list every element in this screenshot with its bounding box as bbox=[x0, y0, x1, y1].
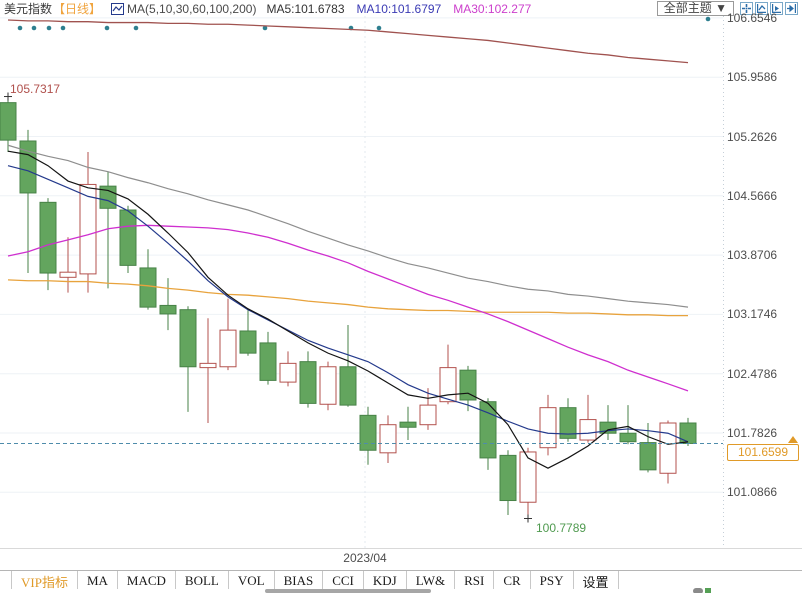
low-price-annotation: 100.7789 bbox=[536, 520, 587, 535]
high-price-annotation: 105.7317 bbox=[10, 81, 61, 96]
scrollbar-green-handle[interactable] bbox=[705, 588, 711, 593]
candlestick-chart-icon bbox=[111, 2, 125, 15]
symbol-title: 美元指数 bbox=[4, 2, 53, 16]
timeframe-label: 【日线】 bbox=[53, 2, 102, 16]
indicator-tab[interactable]: MA bbox=[78, 571, 118, 591]
indicator-tab[interactable]: PSY bbox=[531, 571, 574, 591]
indicator-tab[interactable]: LW& bbox=[407, 571, 456, 591]
crosshair-icon[interactable] bbox=[740, 2, 753, 15]
theme-dropdown-button[interactable]: 全部主题 ▼ bbox=[656, 1, 734, 16]
indicator-tab[interactable]: VIP指标 bbox=[12, 571, 78, 591]
ma5-value: MA5:101.6783 bbox=[266, 1, 345, 16]
ma-settings-label[interactable]: MA(5,10,30,60,100,200) bbox=[127, 1, 257, 16]
indicator-tab[interactable]: BOLL bbox=[176, 571, 229, 591]
play-chart-icon[interactable] bbox=[770, 2, 783, 15]
indicator-tab[interactable]: KDJ bbox=[364, 571, 407, 591]
ma30-value: MA30:102.277 bbox=[453, 1, 532, 16]
indicator-tab[interactable]: BIAS bbox=[275, 571, 324, 591]
indicator-tab[interactable]: VOL bbox=[229, 571, 275, 591]
plot-divider bbox=[0, 548, 802, 549]
last-price-badge: 101.6599 bbox=[727, 444, 799, 462]
horizontal-scrollbar bbox=[0, 588, 802, 593]
x-axis-date-label: 2023/04 bbox=[343, 551, 387, 565]
candlestick-chart[interactable] bbox=[0, 0, 802, 570]
pan-right-icon[interactable] bbox=[785, 2, 798, 15]
scrollbar-cap bbox=[693, 588, 703, 593]
chart-header: 美元指数 【日线】 MA(5,10,30,60,100,200) MA5:101.… bbox=[0, 0, 802, 17]
indicator-tab[interactable]: CCI bbox=[323, 571, 364, 591]
indicator-tab[interactable]: CR bbox=[494, 571, 531, 591]
toolbar-lead-spacer bbox=[0, 571, 12, 591]
indicator-toolbar: VIP指标 MA MACD BOLL VOL BIAS CCI KDJ LW& RSI CR PSY 设… bbox=[0, 570, 802, 591]
horizontal-scrollbar-thumb[interactable] bbox=[265, 588, 711, 593]
indicator-tab[interactable]: RSI bbox=[455, 571, 495, 591]
indicator-tab[interactable]: MACD bbox=[118, 571, 176, 591]
indicator-tab[interactable]: 设置 bbox=[574, 571, 619, 591]
last-price-arrow-icon bbox=[788, 436, 798, 444]
fit-chart-icon[interactable] bbox=[755, 2, 768, 15]
ma10-value: MA10:101.6797 bbox=[356, 1, 442, 16]
